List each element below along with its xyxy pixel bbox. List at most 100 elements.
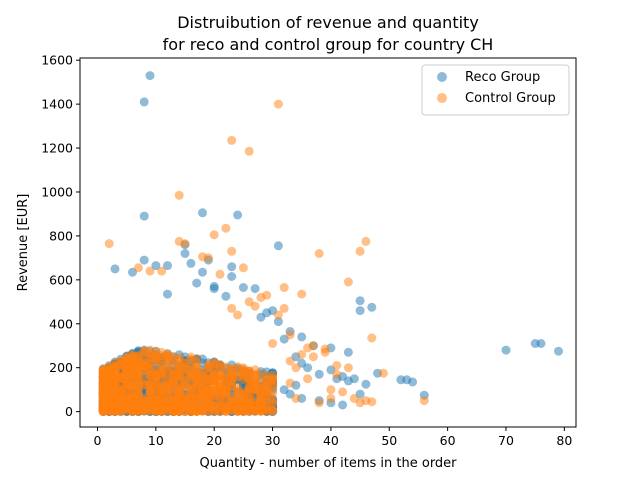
point-control <box>227 382 237 392</box>
point-control <box>168 369 178 379</box>
point-control <box>343 363 353 373</box>
point-reco <box>408 377 418 387</box>
point-control <box>314 249 324 258</box>
point-control <box>180 239 190 249</box>
point-control <box>221 389 231 399</box>
x-tick-label: 30 <box>265 433 281 448</box>
y-tick-label: 1600 <box>41 53 73 68</box>
y-tick-label: 600 <box>49 272 73 287</box>
legend-label-reco: Reco Group <box>465 70 540 85</box>
point-control <box>116 388 126 397</box>
point-reco <box>198 267 207 277</box>
y-axis: 0 200 400 600 800 1000 1200 1400 1600 <box>41 53 80 419</box>
point-control <box>332 369 342 379</box>
x-tick-label: 40 <box>323 433 339 448</box>
x-tick-label: 20 <box>206 433 222 448</box>
point-control <box>419 396 429 406</box>
point-reco <box>139 97 149 107</box>
legend-label-control: Control Group <box>465 91 556 106</box>
point-control <box>110 361 120 371</box>
point-control <box>308 352 318 362</box>
point-control <box>279 303 289 313</box>
point-control <box>238 369 248 379</box>
x-tick-label: 80 <box>556 433 572 448</box>
point-control <box>238 263 248 273</box>
point-control <box>268 389 278 399</box>
point-control <box>192 354 202 364</box>
point-control <box>203 375 213 385</box>
point-control <box>291 393 301 403</box>
point-reco <box>361 379 371 389</box>
point-control <box>215 381 225 391</box>
point-control <box>198 383 207 393</box>
point-reco <box>501 345 511 355</box>
point-control <box>268 339 278 348</box>
point-control <box>314 398 324 408</box>
point-control <box>186 381 196 391</box>
x-axis-label: Quantity - number of items in the order <box>199 456 457 471</box>
point-control <box>209 230 219 240</box>
point-control <box>227 370 237 380</box>
point-control <box>320 347 330 357</box>
point-control <box>133 389 143 399</box>
point-control <box>250 301 260 311</box>
y-axis-label: Revenue [EUR] <box>16 194 31 292</box>
point-reco <box>163 289 172 299</box>
point-reco <box>343 347 353 357</box>
point-reco <box>554 346 563 356</box>
x-tick-label: 0 <box>94 433 102 448</box>
point-control <box>378 368 388 378</box>
point-control <box>250 406 260 416</box>
x-tick-label: 10 <box>148 433 164 448</box>
x-tick-label: 70 <box>498 433 514 448</box>
point-control <box>221 223 231 233</box>
point-control <box>157 384 167 394</box>
point-control <box>122 401 132 411</box>
point-control <box>145 349 155 359</box>
point-reco <box>186 258 196 268</box>
point-control <box>227 246 237 256</box>
point-control <box>338 387 348 397</box>
point-control <box>209 391 219 400</box>
point-control <box>303 343 313 353</box>
point-control <box>303 374 313 384</box>
y-tick-label: 1200 <box>41 141 73 156</box>
point-reco <box>273 241 283 251</box>
point-control <box>133 263 143 273</box>
point-control <box>209 360 219 370</box>
point-control <box>180 401 190 411</box>
point-control <box>133 363 143 373</box>
legend-marker-control <box>437 93 447 103</box>
point-reco <box>198 208 207 218</box>
point-control <box>355 246 365 256</box>
x-tick-label: 60 <box>440 433 456 448</box>
point-reco <box>273 317 283 327</box>
point-control <box>145 266 155 276</box>
point-reco <box>139 255 149 265</box>
point-control <box>244 393 254 403</box>
point-control <box>133 401 143 411</box>
point-control <box>227 135 237 145</box>
point-control <box>198 252 207 262</box>
point-control <box>98 403 108 413</box>
point-control <box>285 356 295 366</box>
point-control <box>285 330 295 340</box>
point-control <box>174 394 184 404</box>
point-control <box>157 406 167 416</box>
y-tick-label: 1400 <box>41 97 73 112</box>
point-reco <box>367 302 377 312</box>
point-control <box>151 391 161 401</box>
point-control <box>250 379 260 389</box>
point-control <box>139 379 149 389</box>
point-control <box>110 373 120 383</box>
point-reco <box>139 211 149 221</box>
point-reco <box>227 272 237 281</box>
point-reco <box>256 312 266 322</box>
point-control <box>215 269 225 279</box>
point-reco <box>110 264 120 274</box>
point-reco <box>163 261 172 271</box>
point-control <box>244 146 254 156</box>
point-reco <box>536 339 546 348</box>
point-reco <box>233 210 243 220</box>
